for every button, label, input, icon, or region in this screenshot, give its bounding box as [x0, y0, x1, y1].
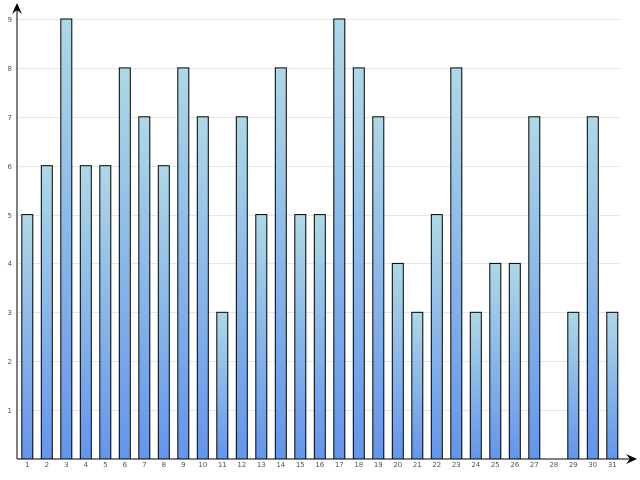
x-tick-label: 16 — [315, 461, 324, 469]
bar-20 — [391, 262, 404, 460]
bar-21 — [411, 311, 424, 460]
x-tick-label: 11 — [218, 461, 227, 469]
x-tick-label: 20 — [393, 461, 402, 469]
bars — [21, 18, 619, 460]
x-tick-label: 7 — [142, 461, 146, 469]
y-tick-labels: 1 2 3 4 5 6 7 8 9 — [8, 16, 13, 415]
bar-9 — [177, 67, 190, 460]
x-tick-label: 30 — [588, 461, 597, 469]
x-tick-label: 1 — [25, 461, 29, 469]
bar-4 — [79, 165, 92, 460]
y-tick-label: 3 — [8, 309, 12, 317]
x-tick-label: 13 — [257, 461, 266, 469]
x-tick-label: 22 — [432, 461, 441, 469]
bar-6 — [118, 67, 131, 460]
x-tick-label: 14 — [276, 461, 285, 469]
y-tick-label: 6 — [8, 163, 13, 171]
x-tick-label: 18 — [354, 461, 363, 469]
x-tick-label: 15 — [296, 461, 305, 469]
x-tick-label: 6 — [123, 461, 128, 469]
y-tick-label: 4 — [8, 260, 13, 268]
y-tick-label: 8 — [8, 65, 12, 73]
bar-5 — [99, 165, 112, 460]
bar-31 — [606, 311, 619, 460]
bar-19 — [372, 116, 385, 460]
x-axis-arrow-icon — [626, 454, 637, 464]
x-tick-label: 25 — [491, 461, 500, 469]
bar-30 — [586, 116, 599, 460]
bar-12 — [235, 116, 248, 460]
x-tick-label: 28 — [549, 461, 558, 469]
x-tick-label: 8 — [162, 461, 166, 469]
bar-16 — [313, 214, 326, 460]
x-tick-label: 24 — [471, 461, 480, 469]
bar-24 — [469, 311, 482, 460]
bar-11 — [216, 311, 229, 460]
bar-8 — [157, 165, 170, 460]
x-tick-label: 5 — [103, 461, 107, 469]
bar-26 — [508, 262, 521, 460]
y-tick-label: 5 — [8, 212, 12, 220]
x-tick-label: 21 — [413, 461, 422, 469]
bar-2 — [40, 165, 53, 460]
bar-13 — [255, 214, 268, 460]
y-tick-label: 9 — [8, 16, 12, 24]
bar-14 — [274, 67, 287, 460]
y-tick-label: 7 — [8, 114, 12, 122]
x-tick-label: 17 — [335, 461, 344, 469]
bar-10 — [196, 116, 209, 460]
bar-18 — [352, 67, 365, 460]
bar-22 — [430, 214, 443, 460]
bar-7 — [138, 116, 151, 460]
axes — [12, 3, 637, 464]
bar-27 — [528, 116, 541, 460]
bar-29 — [567, 311, 580, 460]
x-tick-label: 23 — [452, 461, 461, 469]
x-tick-label: 31 — [608, 461, 617, 469]
bar-17 — [333, 18, 346, 460]
y-tick-label: 2 — [8, 358, 12, 366]
x-tick-label: 10 — [198, 461, 207, 469]
y-tick-label: 1 — [8, 407, 12, 415]
bar-25 — [489, 262, 502, 460]
x-tick-label: 12 — [237, 461, 246, 469]
bar-3 — [60, 18, 73, 460]
x-tick-label: 29 — [569, 461, 578, 469]
x-tick-labels: 1 2 3 4 5 6 7 8 9 10 11 12 13 14 15 16 17 18 19 20 21 22 23 24 2… — [25, 461, 617, 469]
x-tick-label: 2 — [45, 461, 49, 469]
x-tick-label: 9 — [181, 461, 185, 469]
x-tick-label: 27 — [530, 461, 539, 469]
y-axis-arrow-icon — [12, 3, 22, 14]
x-tick-label: 26 — [510, 461, 519, 469]
bar-23 — [450, 67, 463, 460]
x-tick-label: 3 — [64, 461, 68, 469]
bar-1 — [21, 214, 34, 460]
bar-15 — [294, 214, 307, 460]
x-tick-label: 19 — [374, 461, 383, 469]
x-tick-label: 4 — [84, 461, 89, 469]
